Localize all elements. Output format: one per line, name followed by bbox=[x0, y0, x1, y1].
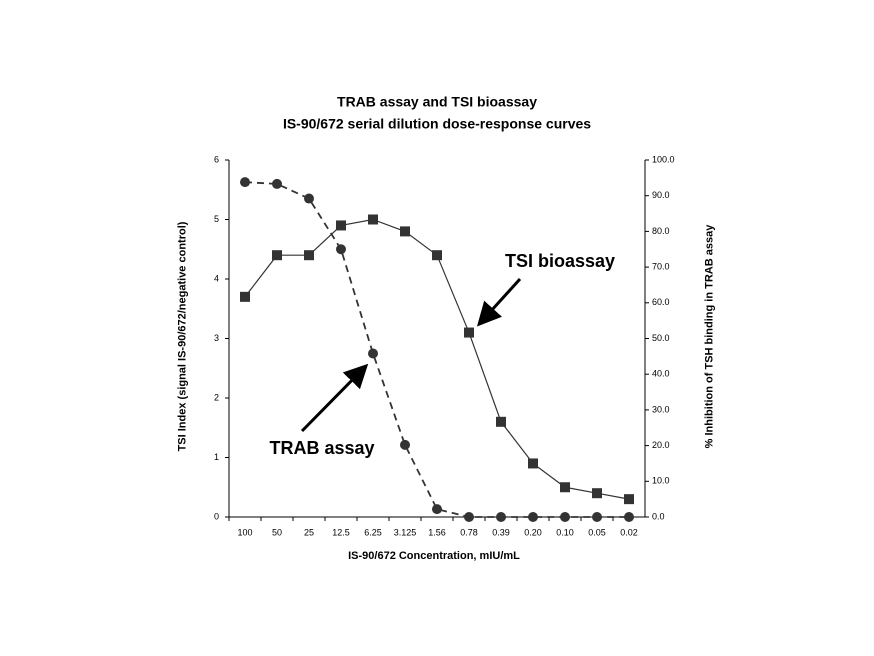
data-point bbox=[560, 482, 570, 493]
data-point bbox=[624, 512, 634, 522]
data-point bbox=[592, 488, 602, 499]
y-tick-label: 6 bbox=[214, 154, 219, 164]
annotation: TRAB assay bbox=[269, 438, 374, 458]
chart-title: TRAB assay and TSI bioassay bbox=[337, 94, 537, 110]
y2-axis-title: % Inhibition of TSH binding in TRAB assa… bbox=[703, 224, 716, 449]
x-tick-label: 0.39 bbox=[492, 527, 510, 537]
data-point bbox=[432, 250, 442, 261]
x-tick-label: 6.25 bbox=[364, 527, 382, 537]
data-point bbox=[272, 250, 282, 261]
x-tick-label: 25 bbox=[304, 527, 314, 537]
data-point bbox=[240, 291, 250, 302]
data-point bbox=[528, 458, 538, 469]
data-point bbox=[240, 177, 250, 188]
series-line bbox=[244, 181, 629, 518]
y2-tick-label: 100.0 bbox=[652, 154, 675, 164]
y2-tick-label: 10.0 bbox=[652, 476, 670, 486]
data-point bbox=[528, 512, 538, 522]
data-point bbox=[464, 512, 474, 522]
x-tick-label: 0.10 bbox=[556, 527, 574, 537]
y-axis-title: TSI Index (signal IS-90/672/negative con… bbox=[176, 221, 189, 452]
arrow bbox=[300, 363, 369, 433]
y2-tick-label: 60.0 bbox=[652, 297, 670, 307]
x-tick-label: 0.20 bbox=[524, 527, 542, 537]
y2-tick-label: 50.0 bbox=[652, 333, 670, 343]
data-point bbox=[432, 504, 442, 515]
y2-tick-label: 40.0 bbox=[652, 369, 670, 379]
data-point bbox=[272, 178, 282, 189]
data-point bbox=[560, 512, 570, 522]
y-tick-label: 4 bbox=[214, 273, 219, 283]
x-tick-label: 0.05 bbox=[588, 527, 606, 537]
data-point bbox=[336, 244, 346, 255]
x-tick-label: 0.02 bbox=[620, 527, 638, 537]
data-point bbox=[400, 439, 410, 450]
data-point bbox=[400, 226, 410, 237]
y2-tick-label: 30.0 bbox=[652, 404, 670, 414]
x-tick-label: 1.56 bbox=[428, 527, 446, 537]
annotation: TSI bioassay bbox=[505, 251, 615, 271]
x-tick-label: 3.125 bbox=[394, 527, 417, 537]
data-point bbox=[368, 214, 378, 225]
data-point bbox=[464, 327, 474, 338]
y-tick-label: 0 bbox=[214, 511, 219, 521]
data-point bbox=[624, 494, 634, 505]
arrow bbox=[476, 277, 522, 327]
data-point bbox=[592, 512, 602, 522]
x-tick-label: 50 bbox=[272, 527, 282, 537]
y-tick-label: 3 bbox=[214, 333, 219, 343]
y2-tick-label: 0.0 bbox=[652, 511, 665, 521]
x-tick-label: 12.5 bbox=[332, 527, 350, 537]
chart-subtitle: IS-90/672 serial dilution dose-response … bbox=[283, 116, 591, 132]
x-tick-label: 0.78 bbox=[460, 527, 478, 537]
x-axis-title: IS-90/672 Concentration, mIU/mL bbox=[348, 550, 520, 562]
y-tick-label: 5 bbox=[214, 214, 219, 224]
y2-tick-label: 80.0 bbox=[652, 226, 670, 236]
y-tick-label: 2 bbox=[214, 392, 219, 402]
y2-tick-label: 70.0 bbox=[652, 261, 670, 271]
data-point bbox=[304, 250, 314, 261]
x-tick-label: 100 bbox=[237, 527, 252, 537]
data-point bbox=[496, 512, 506, 522]
y2-tick-label: 20.0 bbox=[652, 440, 670, 450]
y2-tick-label: 90.0 bbox=[652, 190, 670, 200]
data-point bbox=[304, 193, 314, 204]
data-point bbox=[496, 416, 506, 427]
data-point bbox=[368, 348, 378, 359]
data-point bbox=[336, 220, 346, 231]
y-tick-label: 1 bbox=[214, 452, 219, 462]
